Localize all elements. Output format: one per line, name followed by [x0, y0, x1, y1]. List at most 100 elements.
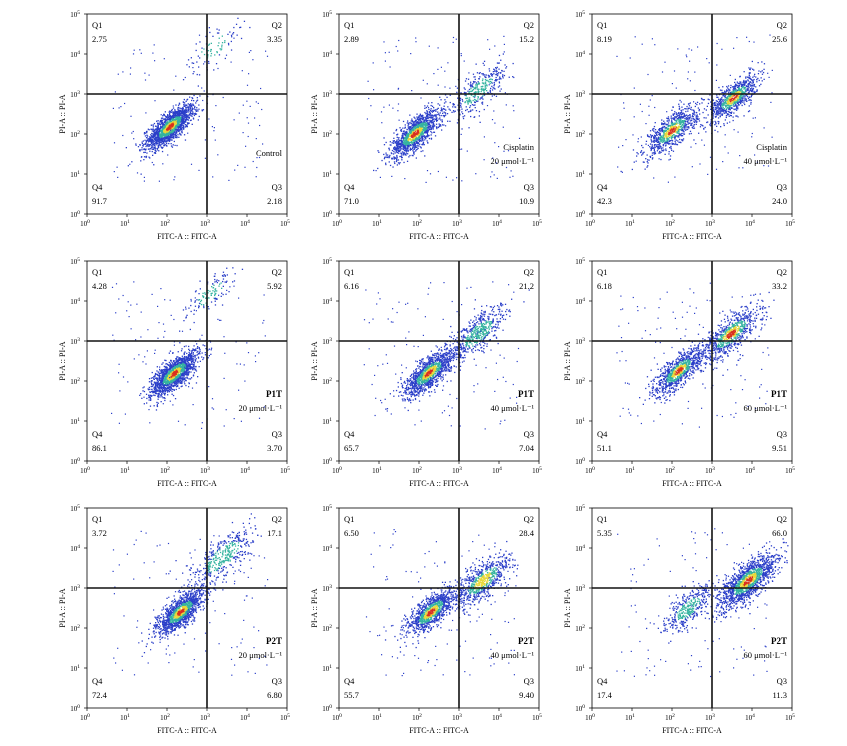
data-point [185, 111, 187, 113]
data-point [440, 108, 443, 111]
data-point [397, 142, 399, 144]
data-point [462, 100, 464, 102]
data-point [172, 127, 174, 129]
data-point [407, 124, 409, 126]
data-point [417, 135, 419, 137]
data-point [730, 91, 733, 93]
data-point [477, 91, 479, 93]
data-point [406, 122, 408, 124]
data-point [674, 123, 677, 125]
data-point [666, 128, 668, 130]
data-point [423, 117, 425, 119]
data-point [486, 79, 488, 82]
data-point [465, 92, 467, 94]
data-point [190, 105, 193, 108]
data-point [403, 138, 406, 140]
data-point [680, 125, 683, 128]
data-point [217, 67, 219, 70]
data-point [651, 145, 653, 147]
data-point [664, 142, 666, 144]
data-point [414, 136, 417, 139]
data-point [198, 74, 201, 76]
data-point [472, 73, 475, 75]
data-point [172, 115, 174, 117]
data-point [419, 143, 421, 145]
data-point [162, 132, 164, 134]
data-point [456, 122, 459, 124]
data-point [424, 130, 427, 133]
data-point [676, 131, 678, 133]
data-point [750, 67, 752, 69]
data-point [410, 139, 412, 141]
data-point [203, 48, 205, 50]
data-point [215, 105, 217, 107]
data-point [406, 137, 409, 139]
data-point [761, 70, 763, 72]
data-point [673, 117, 675, 119]
data-point [726, 90, 728, 92]
data-point [498, 146, 500, 148]
data-point [465, 97, 467, 100]
data-point [411, 142, 413, 144]
data-point [660, 151, 662, 153]
data-point [663, 126, 665, 128]
data-point [419, 124, 421, 126]
data-point [656, 139, 659, 141]
data-point [182, 121, 185, 123]
data-point [468, 100, 471, 102]
data-point [659, 152, 661, 154]
data-point [725, 102, 727, 104]
data-point [407, 120, 409, 122]
data-point [753, 75, 755, 77]
data-point [401, 136, 403, 138]
data-point [749, 72, 751, 74]
data-point [440, 119, 442, 121]
data-point [163, 114, 165, 116]
data-point [198, 34, 201, 36]
data-point [420, 121, 422, 123]
data-point [401, 151, 404, 153]
data-point [431, 105, 434, 107]
data-point [648, 136, 650, 138]
data-point [179, 118, 182, 120]
data-point [744, 89, 747, 91]
data-point [500, 72, 502, 74]
data-point [143, 148, 145, 151]
data-point [164, 121, 167, 123]
data-point [394, 148, 396, 151]
data-point [737, 95, 739, 97]
data-point [720, 113, 722, 115]
x-tick-label: 103 [452, 219, 462, 228]
data-point [210, 50, 212, 52]
data-point [154, 144, 156, 146]
data-point [411, 154, 413, 157]
data-point [653, 140, 655, 143]
data-point [430, 138, 433, 140]
data-point [180, 120, 183, 123]
data-point [141, 147, 143, 149]
data-point [397, 144, 399, 146]
data-point [430, 127, 432, 129]
data-point [654, 129, 657, 131]
data-point [426, 117, 428, 119]
data-point [478, 72, 480, 75]
data-point [438, 113, 440, 115]
data-point [193, 114, 196, 117]
data-point [411, 147, 414, 150]
data-point [420, 125, 422, 127]
data-point [715, 102, 717, 104]
data-point [411, 139, 413, 142]
data-point [685, 129, 687, 131]
data-point [678, 128, 680, 130]
data-point [408, 127, 410, 129]
data-point [204, 139, 206, 141]
data-point [167, 139, 170, 142]
data-point [170, 135, 172, 137]
data-point [653, 139, 656, 142]
data-point [739, 97, 741, 99]
data-point [182, 128, 185, 130]
data-point [397, 162, 400, 164]
data-point [681, 116, 683, 118]
data-point [683, 114, 685, 117]
data-point [460, 55, 462, 57]
